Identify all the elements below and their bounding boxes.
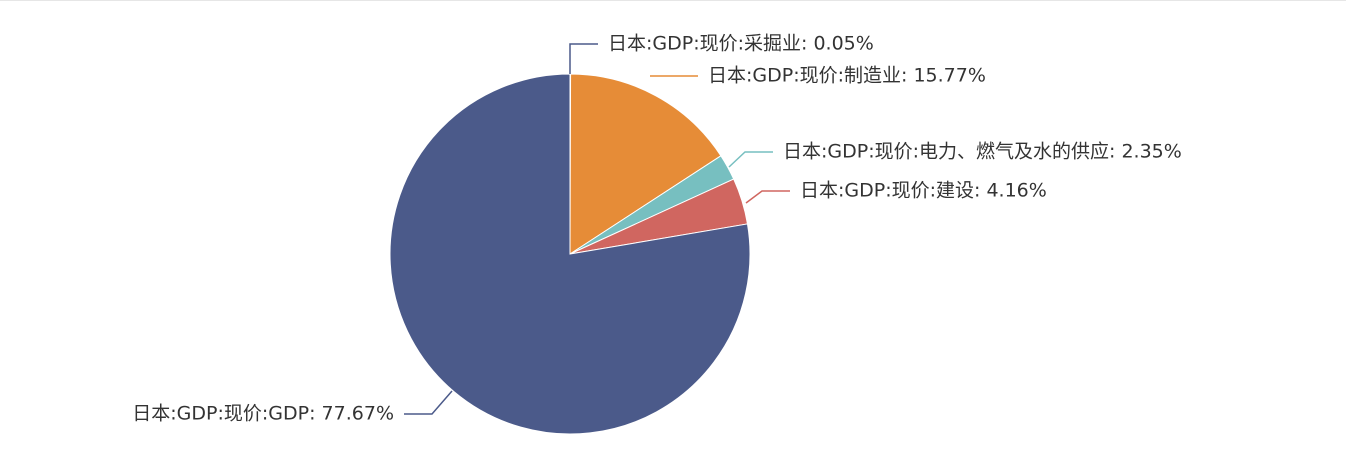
pie-slice-4[interactable] [389,73,751,435]
leader-line-0 [569,43,598,74]
slice-label-4: 日本:GDP:现价:GDP: 77.67% [132,403,394,425]
slice-label-3: 日本:GDP:现价:建设: 4.16% [800,180,1047,202]
slice-label-1: 日本:GDP:现价:制造业: 15.77% [708,65,986,87]
leader-line-3 [745,190,790,204]
leader-line-4 [404,390,453,415]
slice-label-2: 日本:GDP:现价:电力、燃气及水的供应: 2.35% [783,141,1182,163]
pie-slices [389,73,751,435]
pie-slice-1[interactable] [569,73,722,255]
slice-labels: 日本:GDP:现价:采掘业: 0.05% 日本:GDP:现价:制造业: 15.77… [132,33,1182,425]
top-divider [0,0,1346,1]
label-leader-lines [404,43,790,415]
slice-label-0: 日本:GDP:现价:采掘业: 0.05% [608,33,874,55]
leader-line-2 [728,151,773,168]
